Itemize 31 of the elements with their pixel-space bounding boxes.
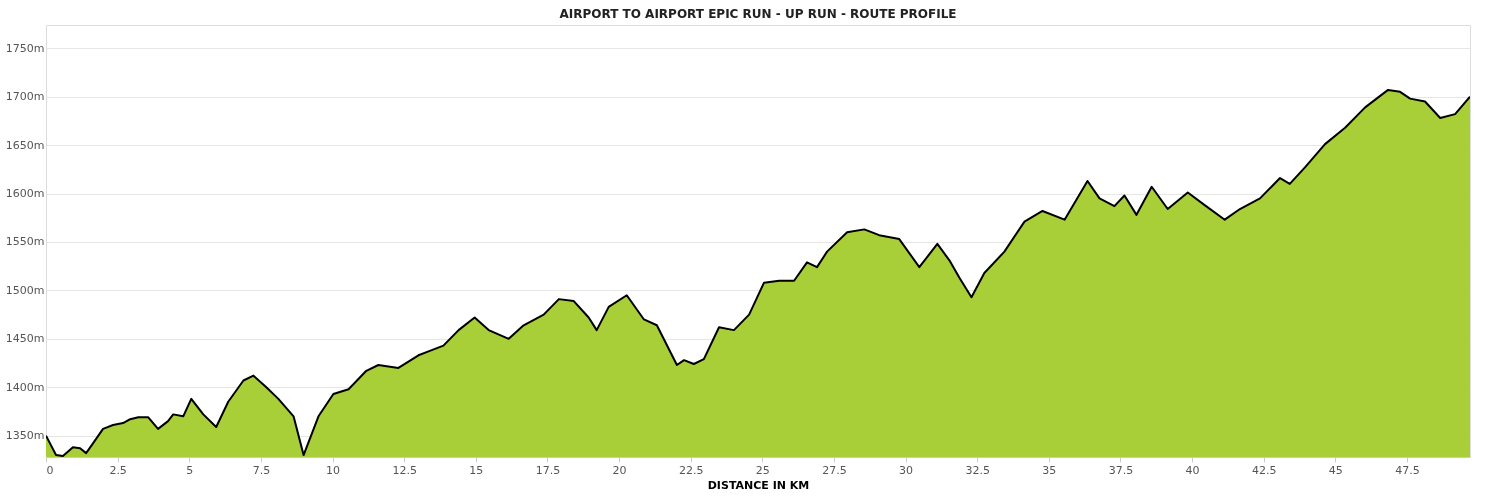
y-tick-label: 1700m xyxy=(5,90,45,104)
y-tick-label: 1400m xyxy=(5,380,45,394)
x-tick-label: 45 xyxy=(1328,463,1343,477)
x-tick-label: 17.5 xyxy=(535,463,561,477)
x-tick-label: 22.5 xyxy=(678,463,704,477)
y-tick-label: 1500m xyxy=(5,283,45,297)
chart-title: AIRPORT TO AIRPORT EPIC RUN - UP RUN - ROUTE PROFILE xyxy=(559,7,957,21)
x-tick-label: 27.5 xyxy=(822,463,847,477)
y-tick-label: 1750m xyxy=(5,41,45,55)
x-tick-label: 15 xyxy=(469,463,484,477)
y-tick-label: 1600m xyxy=(5,187,45,201)
y-tick-label: 1450m xyxy=(5,332,45,346)
x-tick-label: 25 xyxy=(755,463,770,477)
x-tick-label: 47.5 xyxy=(1395,463,1420,477)
x-tick-label: 5 xyxy=(186,463,194,477)
x-tick-label: 12.5 xyxy=(392,463,417,477)
y-tick-label: 1650m xyxy=(5,138,45,152)
x-tick-label: 35 xyxy=(1042,463,1057,477)
x-tick-label: 2.5 xyxy=(109,463,127,477)
x-axis-title: DISTANCE IN KM xyxy=(707,478,810,492)
x-tick-label: 40 xyxy=(1185,463,1200,477)
x-tick-label: 42.5 xyxy=(1251,463,1277,477)
x-tick-label: 37.5 xyxy=(1108,463,1134,477)
y-tick-label: 1550m xyxy=(5,235,45,249)
x-tick-label: 10 xyxy=(326,463,341,477)
y-tick-label: 1350m xyxy=(5,429,45,443)
x-tick-label: 32.5 xyxy=(965,463,990,477)
x-tick-label: 7.5 xyxy=(252,463,271,477)
x-tick-label: 0 xyxy=(46,463,54,477)
x-tick-label: 20 xyxy=(612,463,627,477)
x-tick-label: 30 xyxy=(899,463,914,477)
